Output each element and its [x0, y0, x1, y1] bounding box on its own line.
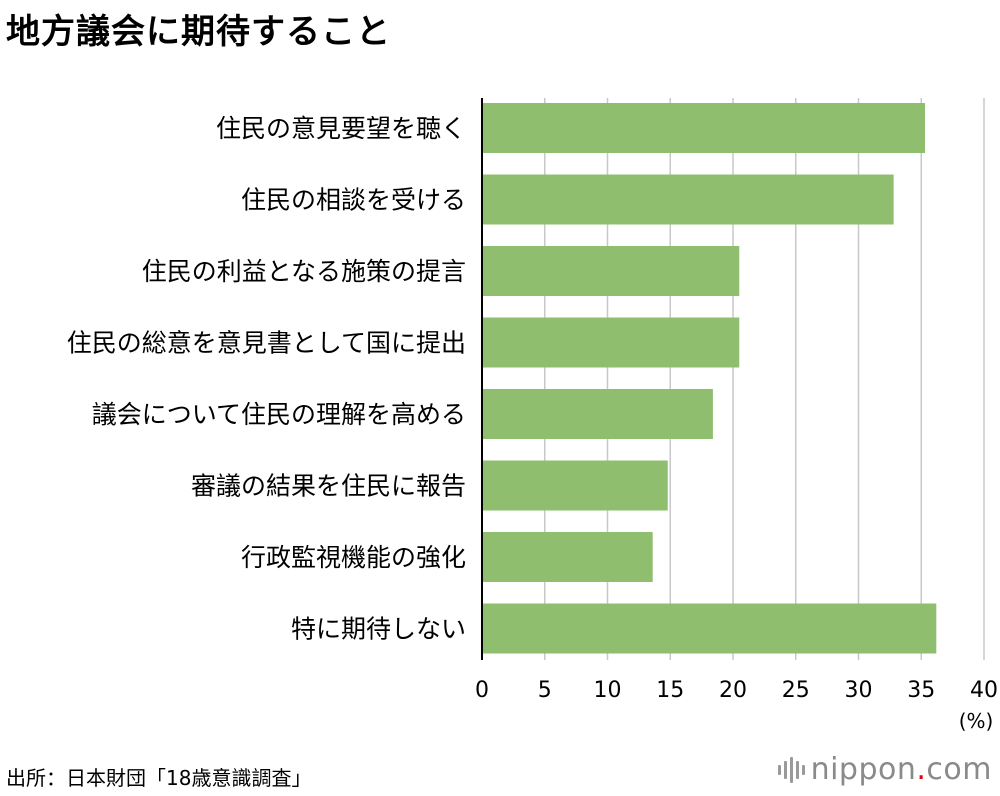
tick-label: 10 [594, 678, 622, 703]
category-label: 住民の総意を意見書として国に提出 [67, 329, 466, 358]
bar-chart: 住民の意見要望を聴く住民の相談を受ける住民の利益となる施策の提言住民の総意を意見… [67, 98, 998, 733]
brand-logo: nippon.com [777, 752, 992, 787]
x-unit-label: (%) [959, 709, 994, 733]
tick-label: 5 [538, 678, 552, 703]
tick-label: 0 [475, 678, 489, 703]
tick-label: 30 [845, 678, 873, 703]
tick-labels: 0 5 10 15 20 25 30 35 40 [475, 678, 998, 703]
category-labels: 住民の意見要望を聴く住民の相談を受ける住民の利益となる施策の提言住民の総意を意見… [67, 114, 466, 644]
category-label: 行政監視機能の強化 [241, 543, 466, 572]
bar [482, 174, 894, 225]
brand-wordmark: nippon.com [810, 752, 992, 787]
bar [482, 103, 926, 153]
bar [482, 603, 937, 654]
bar [482, 389, 713, 439]
bar [482, 246, 740, 296]
category-label: 審議の結果を住民に報告 [191, 472, 466, 501]
bar [482, 532, 653, 582]
tick-label: 15 [656, 678, 684, 703]
chart-title: 地方議会に期待すること [6, 12, 391, 52]
bar [482, 460, 668, 511]
category-label: 議会について住民の理解を高める [92, 400, 466, 429]
source-note: 出所：日本財団「18歳意識調査」 [6, 766, 312, 790]
category-label: 住民の意見要望を聴く [216, 114, 466, 143]
tick-label: 20 [719, 678, 747, 703]
tick-label: 35 [907, 678, 935, 703]
tick-label: 25 [782, 678, 810, 703]
bars [482, 103, 937, 654]
category-label: 住民の相談を受ける [241, 186, 466, 215]
category-label: 特に期待しない [291, 615, 466, 644]
sound-bars-icon [777, 755, 805, 785]
bar [482, 317, 740, 368]
category-label: 住民の利益となる施策の提言 [142, 257, 466, 286]
tick-label: 40 [970, 678, 998, 703]
